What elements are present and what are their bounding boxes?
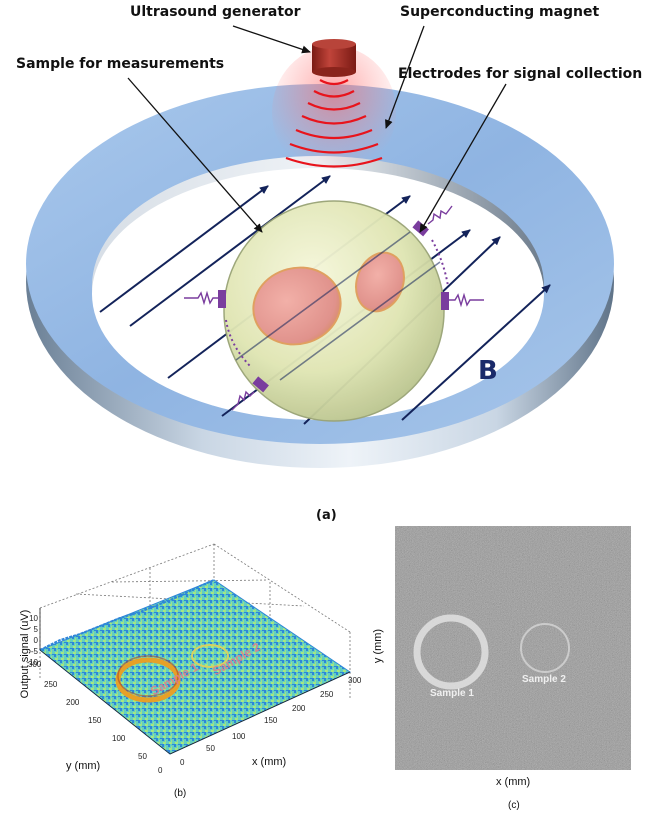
electrodes [184, 205, 484, 411]
z-tick: -10 [26, 658, 38, 667]
reconstructed-image [395, 526, 631, 770]
surface-x-axis-label: x (mm) [252, 756, 287, 768]
x-tick: 200 [292, 704, 306, 713]
magnetic-field-label: B [478, 356, 498, 386]
ultrasound-generator [272, 39, 396, 178]
y-tick: 300 [28, 660, 42, 669]
y-tick: 0 [158, 766, 163, 775]
surface-y-axis-label: y (mm) [66, 760, 101, 772]
surface-z-ticks: 10 5 0 -5 -10 [24, 614, 38, 669]
ultrasound-generator-label: Ultrasound generator [130, 4, 301, 20]
image-y-axis-label: y (mm) [372, 628, 384, 664]
image-sample-1-label: Sample 1 [430, 688, 474, 699]
image-sample-1-ring [413, 614, 489, 690]
arrow-sample [127, 77, 263, 233]
experiment-setup-illustration [26, 25, 614, 468]
arrow-magnet [385, 25, 425, 129]
y-tick: 100 [112, 734, 126, 743]
x-tick: 150 [264, 716, 278, 725]
x-tick: 0 [180, 758, 185, 767]
y-tick: 50 [138, 752, 147, 761]
y-tick: 200 [66, 698, 80, 707]
ultrasound-waves [285, 79, 383, 168]
x-tick: 100 [232, 732, 246, 741]
image-sample-2-label: Sample 2 [522, 674, 566, 685]
y-tick: 250 [44, 680, 58, 689]
surface-plot [39, 543, 352, 755]
arrow-ultrasound [232, 25, 311, 54]
sample-label: Sample for measurements [16, 56, 225, 72]
callout-arrows [127, 25, 507, 233]
y-tick: 150 [88, 716, 102, 725]
electrode-left [184, 290, 251, 367]
image-x-axis-label: x (mm) [496, 776, 531, 788]
z-tick: -5 [30, 647, 38, 656]
x-tick: 50 [206, 744, 215, 753]
arrow-electrodes [419, 83, 507, 233]
caption-c: (c) [508, 800, 520, 811]
sample-inclusion-large [252, 266, 342, 346]
image-sample-2-ring [520, 623, 570, 673]
x-tick: 300 [348, 676, 362, 685]
electrode-bottom [231, 376, 269, 411]
z-tick: 5 [33, 625, 38, 634]
z-tick: 0 [33, 636, 38, 645]
superconducting-magnet-label: Superconducting magnet [400, 4, 600, 20]
sample-2-ring [191, 644, 229, 668]
caption-a: (a) [316, 508, 337, 523]
sample-sphere [223, 200, 445, 422]
electrode-right [441, 292, 484, 310]
electrodes-label: Electrodes for signal collection [398, 66, 643, 82]
caption-b: (b) [174, 788, 187, 799]
z-tick: 10 [29, 614, 38, 623]
x-tick: 250 [320, 690, 334, 699]
